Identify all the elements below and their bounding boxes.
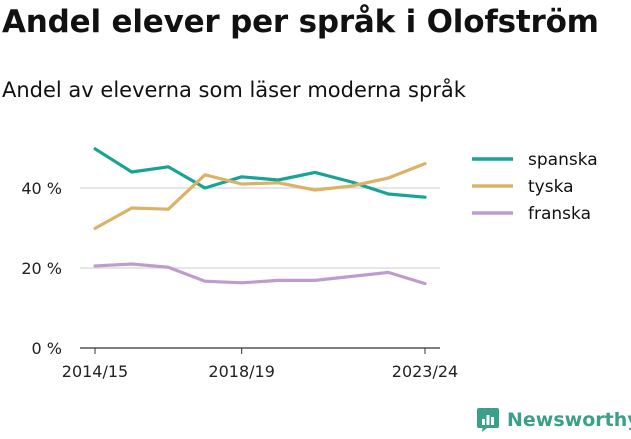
newsworthy-logo-icon [477, 408, 499, 432]
series-line-spanska [93, 147, 427, 199]
newsworthy-logo: Newsworthy [476, 407, 631, 433]
y-tick-label: 40 % [21, 179, 62, 198]
y-tick-label: 20 % [21, 259, 62, 278]
series-line-franska [93, 262, 427, 286]
legend-label-tyska: tyska [528, 177, 574, 197]
legend-label-spanska: spanska [528, 150, 598, 170]
chart-subtitle: Andel av eleverna som läser moderna språ… [2, 78, 466, 102]
x-tick-label: 2018/19 [208, 362, 274, 381]
newsworthy-logo-text: Newsworthy [507, 409, 631, 431]
y-tick-label: 0 % [32, 339, 62, 358]
series-line-tyska [93, 162, 427, 230]
legend-label-franska: franska [528, 204, 591, 224]
x-tick-label: 2023/24 [392, 362, 458, 381]
chart-title: Andel elever per språk i Olofström [2, 4, 599, 40]
x-tick-label: 2014/15 [62, 362, 128, 381]
